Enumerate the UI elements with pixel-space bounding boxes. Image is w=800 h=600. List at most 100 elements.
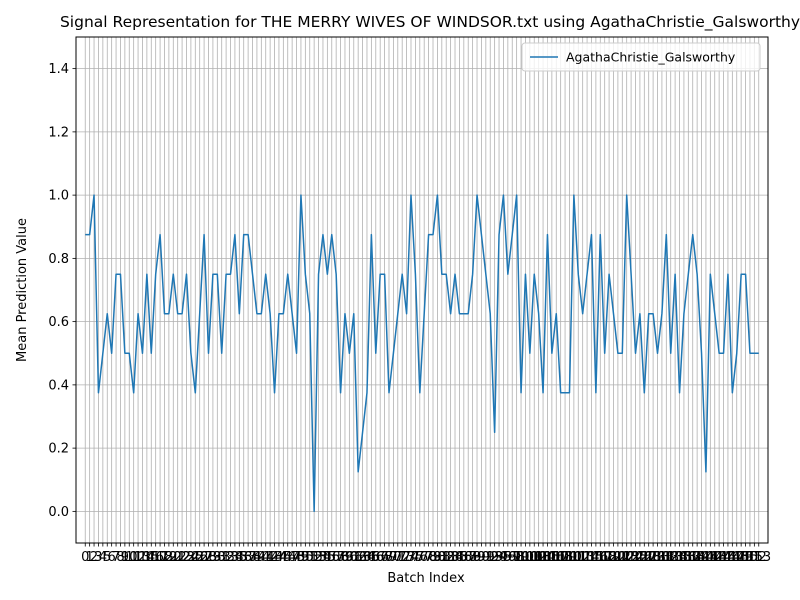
x-tick-label: 32 [218,550,235,565]
y-axis-label: Mean Prediction Value [15,218,30,362]
x-tick-label: 52 [306,550,323,565]
x-tick-label: 98 [508,550,525,565]
plot-area-frame [75,36,769,544]
x-tick-label: 72 [394,550,411,565]
y-tick-label: 0.4 [48,378,69,393]
x-tick-label: 50 [297,550,314,565]
x-tick-label: 3 [94,550,102,565]
x-tick-label: 16 [147,550,164,565]
x-tick-label: 2 [90,550,98,565]
x-tick-label: 64 [359,550,376,565]
x-tick-label: 76 [412,550,429,565]
x-tick-label: 140 [689,550,714,565]
x-tick-label: 58 [332,550,349,565]
x-tick-label: 48 [288,550,305,565]
x-tick-label: 115 [579,550,604,565]
x-tick-label: 149 [729,550,754,565]
x-tick-label: 59 [337,550,354,565]
x-tick-label: 24 [183,550,200,565]
y-tick-label: 1.0 [48,189,69,204]
x-tick-label: 67 [372,550,389,565]
x-tick-label: 69 [381,550,398,565]
x-tick-label: 90 [473,550,490,565]
x-tick-label: 91 [478,550,495,565]
x-tick-label: 145 [711,550,736,565]
x-tick-label: 9 [121,550,129,565]
x-tick-label: 134 [663,550,688,565]
x-tick-label: 29 [205,550,222,565]
legend-box [521,42,761,72]
chart-title: Signal Representation for THE MERRY WIVE… [60,13,800,32]
x-tick-label: 83 [442,550,459,565]
x-tick-label: 66 [368,550,385,565]
x-tick-label: 13 [134,550,151,565]
x-tick-label: 146 [716,550,741,565]
y-tick-label: 0.2 [48,442,69,457]
x-tick-label: 142 [698,550,723,565]
y-tick-label: 0.6 [48,315,69,330]
x-tick-label: 84 [447,550,464,565]
x-tick-label: 35 [231,550,248,565]
x-tick-label: 51 [301,550,318,565]
x-tick-label: 105 [535,550,560,565]
series-line [85,194,759,513]
x-tick-label: 4 [99,550,107,565]
x-tick-label: 28 [200,550,217,565]
x-tick-label: 77 [416,550,433,565]
x-tick-label: 135 [667,550,692,565]
x-tick-label: 37 [240,550,257,565]
x-tick-label: 22 [174,550,191,565]
x-tick-label: 0 [81,550,89,565]
x-tick-label: 25 [187,550,204,565]
y-tick-label: 0.8 [48,252,69,267]
x-tick-label: 12 [130,550,147,565]
x-tick-label: 5 [103,550,111,565]
x-tick-label: 10 [121,550,138,565]
x-tick-label: 121 [605,550,630,565]
x-tick-label: 99 [513,550,530,565]
x-tick-label: 7 [112,550,120,565]
series-layer [85,194,759,513]
x-tick-label: 114 [575,550,600,565]
x-tick-label: 125 [623,550,648,565]
x-tick-label: 65 [363,550,380,565]
x-gridlines [84,37,760,543]
x-tick-label: 120 [601,550,626,565]
x-tick-label: 14 [139,550,156,565]
x-tick-label: 130 [645,550,670,565]
x-tick-label: 34 [227,550,244,565]
x-tick-label: 128 [636,550,661,565]
x-tick-label: 117 [588,550,613,565]
x-axis-label: Batch Index [387,571,465,586]
x-tick-label: 46 [279,550,296,565]
x-tick-label: 129 [641,550,666,565]
x-tick-label: 26 [191,550,208,565]
x-tick-label: 139 [685,550,710,565]
legend: AgathaChristie_Galsworthy [521,42,761,72]
x-tick-label: 110 [557,550,582,565]
x-tick-label: 75 [407,550,424,565]
x-tick-label: 86 [456,550,473,565]
x-tick-label: 47 [284,550,301,565]
x-tick-label: 109 [553,550,578,565]
x-tick-label: 31 [213,550,230,565]
x-tick-label: 71 [390,550,407,565]
x-tick-label: 132 [654,550,679,565]
y-tick-label: 0.0 [48,505,69,520]
x-tick-label: 21 [169,550,186,565]
x-tick-label: 41 [257,550,274,565]
x-tick-label: 96 [500,550,517,565]
x-tick-label: 78 [420,550,437,565]
x-axis-ticks: 0123456789101112131415161718192021222324… [81,543,771,565]
x-tick-label: 68 [376,550,393,565]
x-tick-label: 38 [244,550,261,565]
x-tick-label: 92 [482,550,499,565]
x-tick-label: 23 [178,550,195,565]
y-gridlines [76,68,768,512]
x-tick-label: 119 [597,550,622,565]
x-tick-label: 33 [222,550,239,565]
x-tick-label: 19 [161,550,178,565]
x-tick-label: 150 [733,550,758,565]
x-tick-label: 87 [460,550,477,565]
